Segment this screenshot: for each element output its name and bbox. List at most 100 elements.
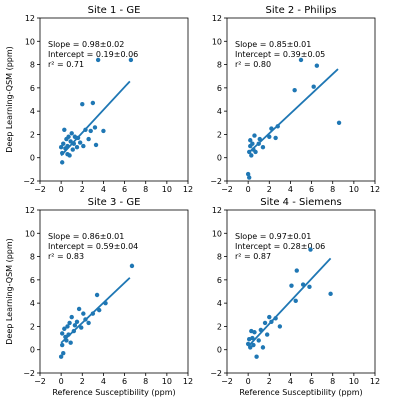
- fit-annotation: r² = 0.87: [235, 252, 271, 261]
- data-point: [65, 143, 70, 149]
- data-point: [293, 298, 298, 304]
- y-tick-label: −2: [23, 177, 35, 186]
- data-point: [260, 345, 266, 350]
- data-point: [61, 141, 66, 146]
- data-point: [129, 263, 135, 269]
- data-point: [74, 145, 80, 150]
- data-point: [69, 314, 74, 320]
- y-tick-label: 2: [30, 130, 35, 139]
- data-point: [66, 332, 71, 337]
- data-point: [86, 136, 91, 142]
- data-point: [71, 328, 77, 334]
- data-point: [60, 331, 65, 336]
- data-point: [289, 283, 294, 288]
- y-tick-label: 8: [217, 253, 222, 262]
- data-point: [93, 142, 99, 148]
- y-axis-label: Deep Learning-QSM (ppm): [5, 46, 14, 153]
- y-tick-label: −2: [23, 369, 35, 378]
- y-tick-label: 4: [30, 299, 35, 308]
- data-point: [298, 57, 304, 63]
- y-tick-label: −2: [210, 369, 222, 378]
- chart-title: Site 1 - GE: [88, 5, 141, 16]
- data-point: [60, 150, 65, 156]
- data-point: [68, 340, 73, 345]
- x-tick-label: 0: [59, 185, 64, 194]
- y-tick-label: 4: [30, 107, 35, 116]
- x-tick-label: −2: [34, 185, 46, 194]
- data-point: [273, 316, 278, 321]
- x-tick-label: 12: [370, 185, 380, 194]
- data-point: [336, 120, 342, 125]
- y-tick-label: 8: [217, 61, 222, 70]
- data-point: [277, 324, 283, 329]
- data-point: [69, 131, 74, 136]
- fit-annotation: Intercept = 0.28±0.06: [235, 242, 325, 251]
- data-point: [245, 341, 251, 347]
- data-point: [250, 141, 255, 146]
- y-axis-label: Deep Learning-QSM (ppm): [5, 238, 14, 345]
- x-tick-label: 8: [330, 377, 335, 386]
- x-tick-label: 10: [162, 185, 172, 194]
- data-point: [80, 101, 85, 107]
- y-tick-label: 12: [212, 14, 222, 23]
- data-point: [103, 300, 108, 306]
- data-point: [294, 268, 299, 273]
- data-point: [251, 342, 256, 348]
- y-tick-label: 8: [30, 61, 35, 70]
- data-point: [58, 354, 64, 359]
- y-tick-label: 0: [217, 346, 222, 355]
- data-point: [71, 141, 77, 146]
- x-tick-label: 0: [59, 377, 64, 386]
- x-tick-label: 2: [80, 185, 85, 194]
- y-tick-label: 0: [30, 346, 35, 355]
- subplot-3: Site 3 - GE −2−2 0 0 2 2 4 4 6 6 8 8 10 10 12 12 Deep Le…: [5, 197, 193, 397]
- data-point: [60, 160, 65, 165]
- data-point: [245, 171, 251, 177]
- x-tick-label: 12: [183, 185, 193, 194]
- y-tick-label: 2: [217, 322, 222, 331]
- data-point: [60, 342, 65, 348]
- y-tick-label: 10: [25, 229, 35, 238]
- fit-annotation: r² = 0.83: [48, 252, 84, 261]
- regression-line: [247, 257, 332, 348]
- data-point: [307, 284, 312, 290]
- data-point: [250, 335, 255, 341]
- data-point: [300, 282, 306, 287]
- x-tick-label: 6: [122, 377, 127, 386]
- y-tick-label: 4: [217, 299, 222, 308]
- data-point: [247, 175, 252, 180]
- fit-annotation: Slope = 0.86±0.01: [48, 232, 124, 241]
- data-point: [75, 135, 81, 141]
- subplot-1: Site 1 - GE −2−2 0 0 2 2 4 4 6 6 8 8 10 10 12 12 Deep Le…: [5, 5, 193, 194]
- data-point: [258, 327, 264, 333]
- data-point: [61, 351, 66, 356]
- chart-title: Site 2 - Philips: [266, 5, 337, 16]
- subplot-4: Site 4 - Siemens −2−2 0 0 2 2 4 4 6 6 8 8 10 10 12 12 Re…: [210, 197, 380, 397]
- data-point: [83, 127, 88, 132]
- x-tick-label: −2: [221, 185, 233, 194]
- data-point: [248, 138, 253, 143]
- data-point: [72, 323, 78, 328]
- data-point: [65, 324, 70, 329]
- data-point: [249, 153, 254, 158]
- x-tick-label: −2: [221, 377, 233, 386]
- data-point: [83, 317, 88, 322]
- y-tick-label: −2: [210, 177, 222, 186]
- data-point: [292, 87, 297, 93]
- x-tick-label: 2: [267, 185, 272, 194]
- x-tick-label: 10: [349, 185, 359, 194]
- data-point: [248, 345, 253, 350]
- data-point: [81, 143, 86, 149]
- x-axis-label: Reference Susceptibility (ppm): [52, 388, 175, 397]
- regression-line: [60, 277, 131, 344]
- data-point: [260, 145, 266, 150]
- y-tick-label: 0: [217, 154, 222, 163]
- x-tick-label: 6: [309, 185, 314, 194]
- plot-frame: [226, 209, 376, 374]
- data-point: [308, 247, 313, 252]
- x-tick-label: 4: [101, 185, 106, 194]
- plot-frame: [39, 17, 189, 182]
- data-point: [252, 133, 257, 138]
- fit-annotation: r² = 0.71: [48, 60, 84, 69]
- y-tick-label: 10: [212, 229, 222, 238]
